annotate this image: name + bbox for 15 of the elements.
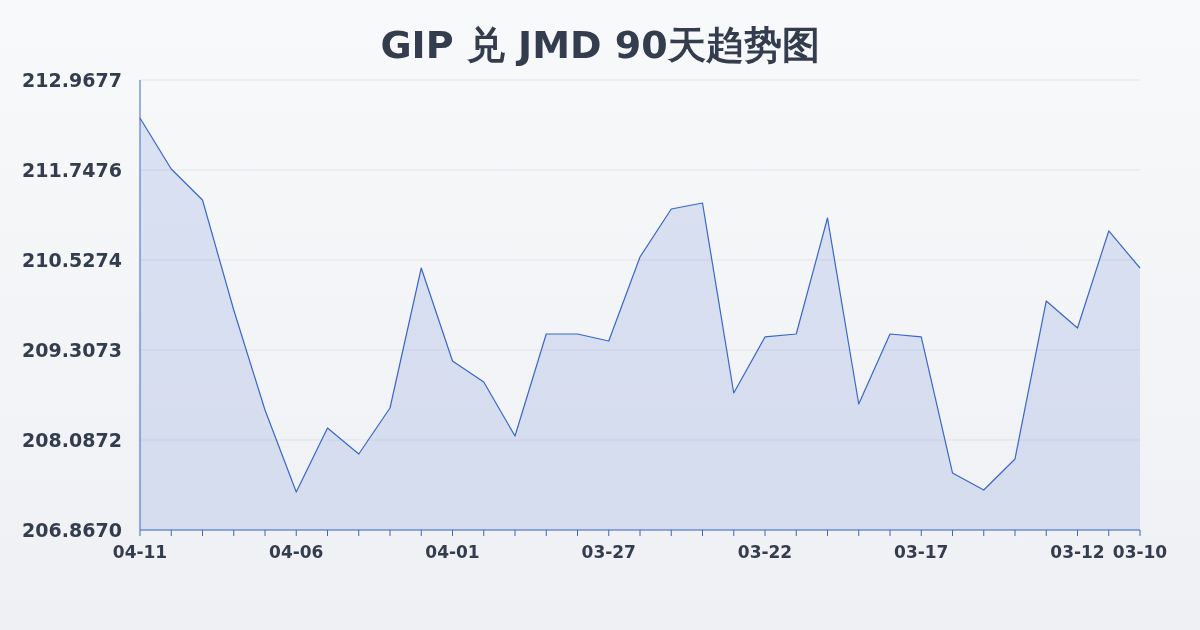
y-tick-label: 211.7476 — [22, 158, 122, 181]
y-tick-label: 208.0872 — [22, 428, 122, 451]
x-tick-label: 03-27 — [581, 542, 636, 562]
y-tick-label: 206.8670 — [22, 518, 122, 541]
y-tick-label: 210.5274 — [22, 248, 122, 271]
y-tick-label: 209.3073 — [22, 338, 122, 361]
y-tick-label: 212.9677 — [22, 68, 122, 91]
chart-title: GIP 兑 JMD 90天趋势图 — [380, 23, 820, 67]
x-tick-label: 03-22 — [737, 542, 793, 562]
x-tick-label: 04-06 — [269, 542, 324, 562]
x-tick-label: 04-01 — [425, 542, 480, 562]
x-tick-label: 03-12 — [1050, 542, 1105, 562]
x-tick-label: 03-10 — [1112, 542, 1168, 562]
x-tick-label: 04-11 — [112, 542, 168, 562]
x-tick-label: 03-17 — [894, 542, 949, 562]
